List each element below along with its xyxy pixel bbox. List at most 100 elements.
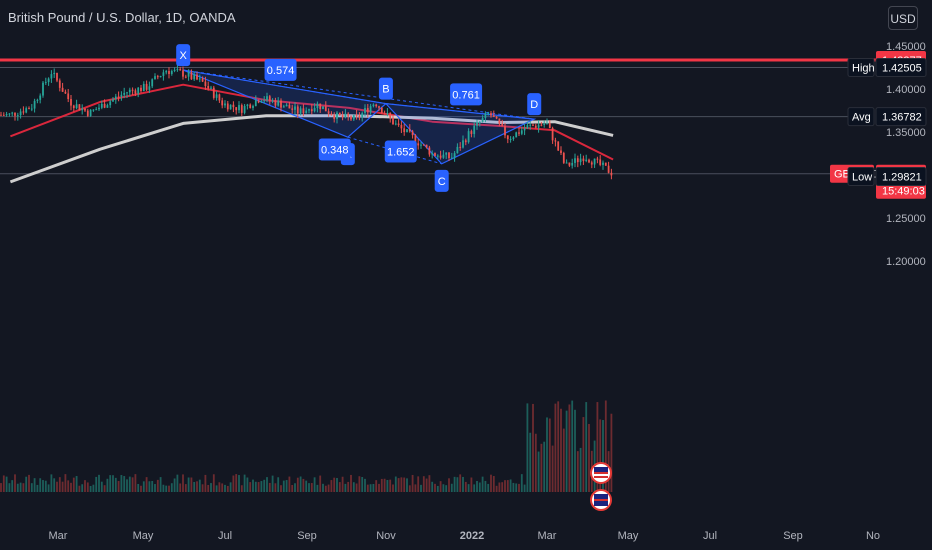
volume-bar [240,485,243,492]
candle [201,78,204,82]
candle [417,143,420,146]
volume-bar [2,475,5,492]
volume-bar [551,445,554,492]
volume-bar [523,484,526,492]
candle [246,104,249,106]
volume-bar [84,480,86,492]
candle [235,107,238,111]
volume-bar [50,474,53,492]
candle [117,96,120,98]
volume-bar [47,484,50,492]
volume-bar [420,484,422,492]
candle [394,123,397,125]
candle [481,118,484,122]
price-label-value-box [875,167,927,187]
symbol-title: British Pound / U.S. Dollar, 1D, OANDA [8,10,236,25]
volume-bar [179,483,182,492]
volume-bar [322,483,324,492]
candle [478,121,481,123]
volume-bar [355,483,358,492]
volume-bar [341,476,344,492]
candle [344,113,347,118]
candle [434,153,436,156]
candle [414,135,417,144]
x-tick-label: Jul [218,530,232,542]
volume-bar [22,483,25,492]
candle [408,129,411,132]
candle [422,144,425,146]
volume-bar [520,474,523,492]
volume-bar [268,482,271,492]
volume-bar [165,485,168,492]
volume-bar [249,482,252,492]
ratio-line-bd [385,103,535,120]
candle [285,104,288,107]
candle [537,124,540,128]
volume-bar [327,484,330,492]
volume-bar [375,480,378,492]
candle [36,99,39,101]
candle [33,100,36,109]
candle [543,124,546,126]
volume-bar [568,404,571,492]
countdown-box [876,182,926,199]
candle [176,69,179,71]
candle [389,112,392,118]
volume-bar [128,476,131,492]
candle [313,108,316,112]
candle [226,103,229,110]
candle [257,100,260,103]
volume-bar [254,481,257,492]
candle [218,94,221,101]
ratio-label: 1.652 [387,146,415,158]
x-tick-label: 2022 [460,530,484,542]
ratio-label: 0.348 [321,144,349,156]
volume-bar [95,476,98,492]
x-tick-label: Jul [703,530,717,542]
volume-bar [397,478,400,492]
volume-bar [369,484,372,492]
volume-bar [58,477,61,492]
candle [420,144,422,146]
volume-bar [0,483,2,492]
volume-bar [173,478,176,492]
price-axis: 1.450001.400001.350001.250001.200001.433… [830,41,927,268]
time-axis: Mar May Jul Sep Nov 2022 Mar May Jul Sep No [49,530,881,542]
candle [11,112,14,114]
currency-button[interactable]: USD [888,6,918,30]
ratio-label-box [450,83,483,106]
volume-bar [537,451,540,492]
candle [58,80,61,88]
candle [196,74,198,80]
volume-bar [546,417,548,492]
candle [42,82,44,96]
candle [184,76,187,78]
us-flag-icon-stripe [594,467,608,472]
volume-bar [565,410,568,492]
candle [64,91,67,94]
volume-bar [14,474,16,492]
volume-bar [280,485,282,492]
candle [372,104,375,107]
candle [366,108,369,113]
candle [156,76,159,78]
ratio-line-xb [183,69,386,105]
candle [131,89,134,91]
volume-bar [221,483,224,492]
volume-bar [414,484,417,492]
volume-bar [159,477,162,492]
volume-bar [529,432,532,492]
candle [106,105,109,108]
x-tick-label: Sep [783,530,803,542]
candle [492,115,495,117]
volume-bar [117,481,120,492]
price-label-tag [847,107,875,127]
candle [436,155,439,157]
volume-bar [25,476,28,492]
candle [523,128,526,131]
volume-bar [532,403,534,492]
uk-flag-icon-stripe [594,499,608,501]
volume-bar [28,474,30,492]
volume-bar [596,402,599,492]
